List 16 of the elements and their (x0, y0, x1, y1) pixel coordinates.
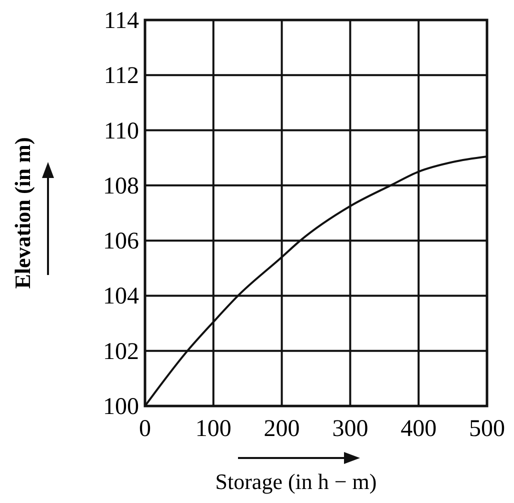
x-tick-label: 100 (195, 416, 232, 442)
x-tick-label: 500 (469, 416, 505, 442)
y-tick-label: 108 (103, 173, 139, 200)
y-tick-label: 102 (103, 338, 139, 365)
y-tick-label: 112 (104, 63, 139, 90)
y-tick-label: 110 (104, 118, 139, 144)
x-tick-label: 200 (264, 416, 300, 442)
y-tick-label: 114 (104, 8, 139, 34)
x-tick-label: 400 (400, 416, 437, 442)
x-tick-label: 0 (139, 416, 151, 442)
x-axis-title: Storage (in h − m) (215, 469, 377, 494)
y-tick-label: 106 (103, 228, 139, 255)
y-tick-label: 100 (103, 394, 139, 420)
y-tick-label: 104 (103, 284, 139, 310)
y-axis-title: Elevation (in m) (10, 137, 35, 289)
x-tick-label: 300 (332, 416, 368, 442)
